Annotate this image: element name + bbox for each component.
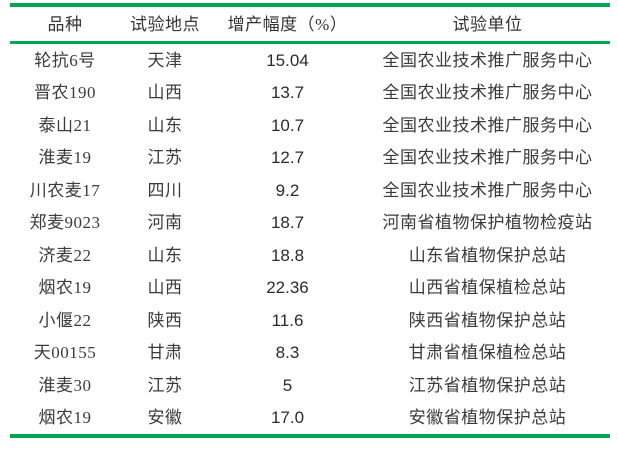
increase-cell: 12.7 — [270, 148, 305, 168]
unit-cell: 全国农业技术推广服务中心 — [382, 115, 593, 135]
unit-cell: 安徽省植物保护总站 — [408, 408, 567, 428]
header-variety: 品种 — [47, 14, 83, 34]
increase-cell: 10.7 — [270, 115, 305, 135]
location-cell: 天津 — [147, 50, 183, 70]
trial-results-table: 品种 试验地点 增产幅度（%） 试验单位 轮抗6号 天津 15.04 全国农业技… — [10, 3, 610, 438]
increase-cell: 17.0 — [270, 408, 305, 428]
location-cell: 山东 — [147, 115, 183, 135]
increase-cell: 13.7 — [270, 83, 305, 103]
unit-cell: 陕西省植物保护总站 — [408, 310, 567, 330]
increase-cell: 5 — [282, 375, 293, 395]
unit-cell: 全国农业技术推广服务中心 — [382, 50, 593, 70]
variety-cell: 晋农190 — [34, 83, 96, 103]
variety-cell: 天00155 — [33, 343, 97, 363]
increase-cell: 18.7 — [270, 213, 305, 233]
variety-cell: 小偃22 — [38, 310, 92, 330]
table-row: 天00155 甘肃 8.3 甘肃省植保植检总站 — [10, 337, 610, 370]
header-increase: 增产幅度（%） — [227, 14, 348, 34]
variety-cell: 淮麦30 — [38, 375, 92, 395]
location-cell: 陕西 — [147, 310, 183, 330]
unit-cell: 全国农业技术推广服务中心 — [382, 148, 593, 168]
table-row: 郑麦9023 河南 18.7 河南省植物保护植物检疫站 — [10, 207, 610, 240]
table-row: 川农麦17 四川 9.2 全国农业技术推广服务中心 — [10, 174, 610, 207]
location-cell: 山西 — [147, 278, 183, 298]
header-unit: 试验单位 — [452, 14, 523, 34]
table-row: 泰山21 山东 10.7 全国农业技术推广服务中心 — [10, 109, 610, 142]
variety-cell: 泰山21 — [38, 115, 92, 135]
variety-cell: 川农麦17 — [29, 180, 101, 200]
table-row: 淮麦30 江苏 5 江苏省植物保护总站 — [10, 369, 610, 402]
location-cell: 河南 — [147, 213, 183, 233]
header-location: 试验地点 — [130, 14, 200, 34]
location-cell: 山西 — [147, 83, 183, 103]
location-cell: 山东 — [147, 245, 183, 265]
variety-cell: 淮麦19 — [38, 148, 92, 168]
table-row: 淮麦19 江苏 12.7 全国农业技术推广服务中心 — [10, 142, 610, 175]
table-row: 济麦22 山东 18.8 山东省植物保护总站 — [10, 239, 610, 272]
variety-cell: 郑麦9023 — [29, 213, 101, 233]
location-cell: 甘肃 — [147, 343, 183, 363]
location-cell: 四川 — [147, 180, 183, 200]
variety-cell: 烟农19 — [38, 278, 92, 298]
increase-cell: 8.3 — [275, 343, 300, 363]
unit-cell: 山东省植物保护总站 — [408, 245, 567, 265]
variety-cell: 济麦22 — [38, 245, 92, 265]
table-row: 晋农190 山西 13.7 全国农业技术推广服务中心 — [10, 77, 610, 110]
table-row: 小偃22 陕西 11.6 陕西省植物保护总站 — [10, 304, 610, 337]
variety-cell: 烟农19 — [38, 408, 92, 428]
increase-cell: 15.04 — [266, 50, 309, 70]
table-row: 轮抗6号 天津 15.04 全国农业技术推广服务中心 — [10, 44, 610, 77]
unit-cell: 河南省植物保护植物检疫站 — [382, 213, 593, 233]
increase-cell: 11.6 — [271, 310, 304, 330]
increase-cell: 9.2 — [275, 180, 300, 200]
location-cell: 江苏 — [147, 148, 183, 168]
location-cell: 安徽 — [147, 408, 183, 428]
increase-cell: 22.36 — [266, 278, 309, 298]
unit-cell: 江苏省植物保护总站 — [408, 375, 567, 395]
table-row: 烟农19 山西 22.36 山西省植保植检总站 — [10, 272, 610, 305]
unit-cell: 全国农业技术推广服务中心 — [382, 83, 593, 103]
variety-cell: 轮抗6号 — [34, 50, 96, 70]
location-cell: 江苏 — [147, 375, 183, 395]
increase-cell: 18.8 — [270, 245, 305, 265]
unit-cell: 山西省植保植检总站 — [408, 278, 567, 298]
table-body: 轮抗6号 天津 15.04 全国农业技术推广服务中心 晋农190 山西 13.7… — [10, 44, 610, 434]
unit-cell: 甘肃省植保植检总站 — [408, 343, 567, 363]
table-header-row: 品种 试验地点 增产幅度（%） 试验单位 — [10, 7, 610, 44]
table-row: 烟农19 安徽 17.0 安徽省植物保护总站 — [10, 402, 610, 435]
unit-cell: 全国农业技术推广服务中心 — [382, 180, 593, 200]
